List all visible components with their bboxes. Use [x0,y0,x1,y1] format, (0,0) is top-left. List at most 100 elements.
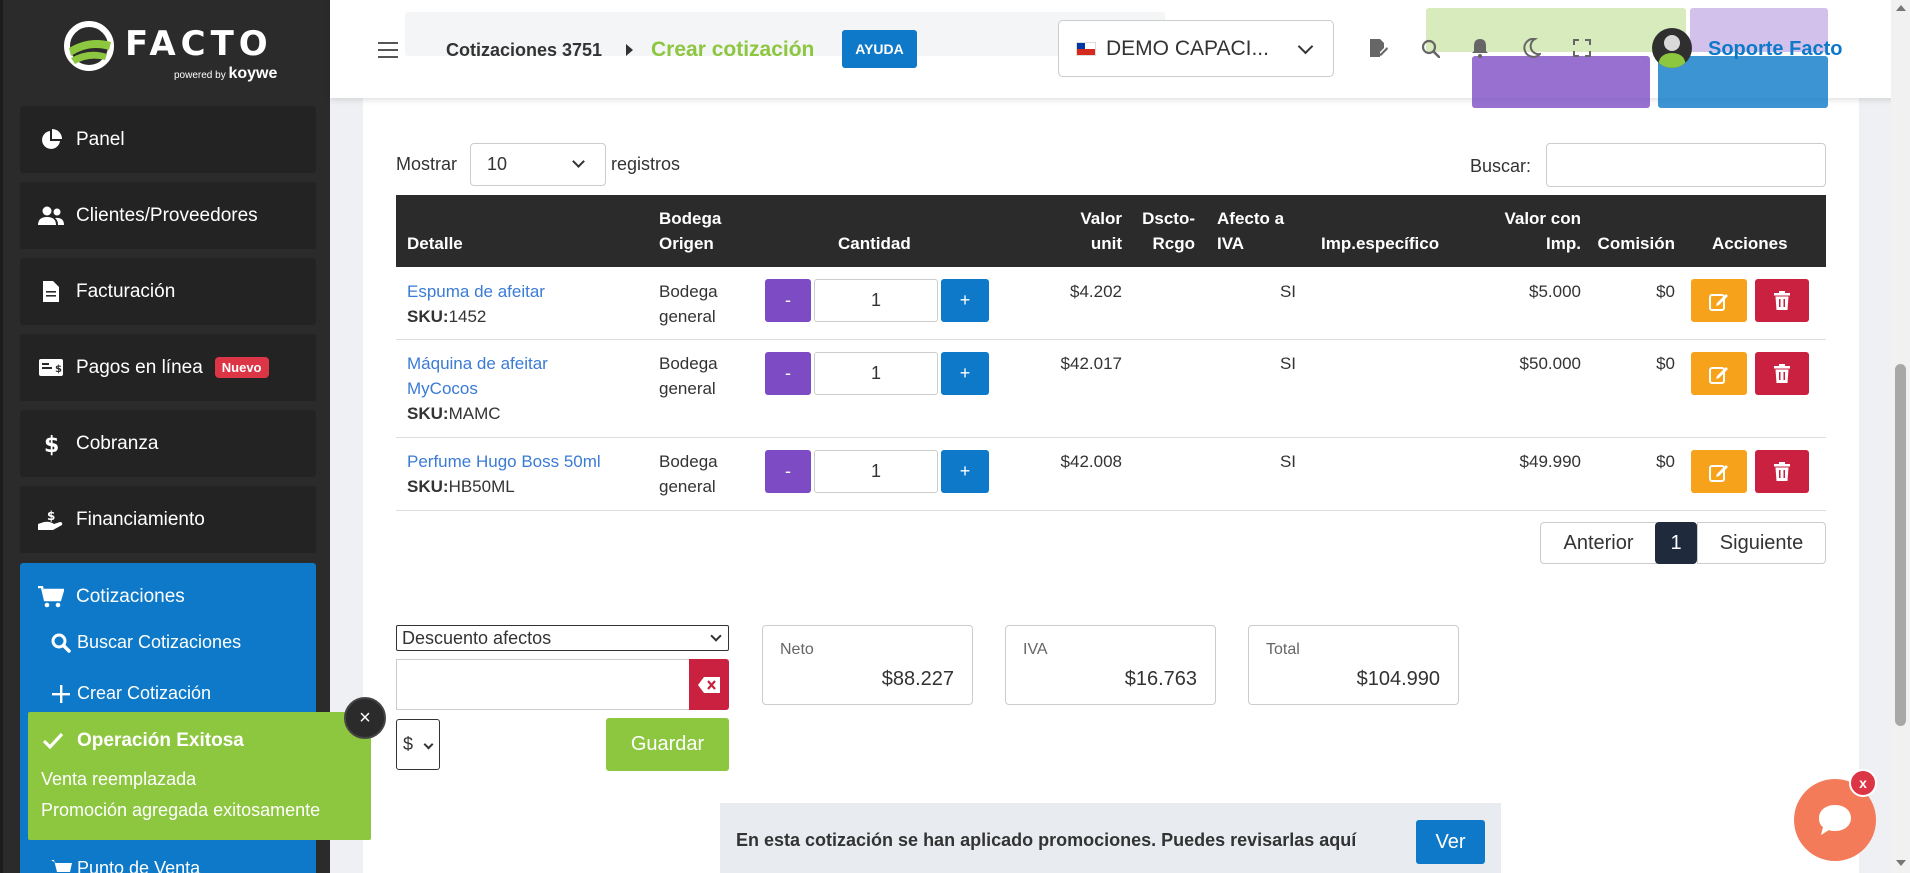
moon-icon[interactable] [1520,36,1544,60]
success-toast: Operación Exitosa Venta reemplazada Prom… [28,712,371,840]
sidebar-item-label: Financiamiento [76,508,205,530]
pagination-prev[interactable]: Anterior [1540,522,1657,564]
sidebar-item-pagos[interactable]: $ Pagos en línea Nuevo [20,334,316,401]
edit-button[interactable] [1691,352,1747,395]
qty-input[interactable]: 1 [814,352,938,395]
breadcrumb-parent[interactable]: Cotizaciones 3751 [446,40,603,60]
save-button[interactable]: Guardar [606,718,729,771]
th-bodega-2: Origen [659,234,714,253]
svg-text:$: $ [44,433,58,456]
qty-plus-button[interactable]: + [941,279,989,322]
total-value: $104.990 [1356,668,1440,690]
valor-unit: $42.017 [1060,354,1122,373]
toast-message-1: Venta reemplazada [41,769,197,789]
promo-notice: En esta cotización se han aplicado promo… [720,803,1501,873]
sidebar-subitem-crear[interactable]: Crear Cotización [51,683,211,704]
search-icon[interactable] [1418,36,1442,60]
product-link[interactable]: Espuma de afeitar [407,282,545,301]
logo-text: FACTO [125,24,273,64]
hamburger-menu-icon[interactable] [378,42,398,58]
bodega-2: general [659,477,716,496]
th-detalle: Detalle [407,234,463,253]
sidebar-subitem-punto-venta[interactable]: Punto de Venta [51,858,200,873]
sidebar-item-clientes[interactable]: Clientes/Proveedores [20,182,316,249]
delete-button[interactable] [1755,279,1809,322]
th-bodega-1: Bodega [659,209,722,228]
product-link[interactable]: Perfume Hugo Boss 50ml [407,452,601,471]
th-afecto-1: Afecto a [1217,209,1285,228]
iva-label: IVA [1023,641,1048,658]
check-icon [42,732,64,750]
edit-button[interactable] [1691,450,1747,493]
qty-plus-button[interactable]: + [941,450,989,493]
edit-document-icon[interactable] [1366,36,1390,60]
scroll-thumb[interactable] [1895,364,1906,726]
sidebar-item-cobranza[interactable]: $ Cobranza [20,410,316,477]
scroll-down-arrow-icon[interactable] [1896,860,1906,866]
discount-amount-input[interactable] [396,659,689,710]
table-search-input[interactable] [1546,143,1826,187]
clear-discount-button[interactable] [689,659,729,710]
currency-select[interactable]: $ [396,719,440,770]
plus-icon [51,684,73,704]
discount-type-select[interactable]: Descuento afectos [396,625,729,651]
bodega-1: Bodega [659,452,718,471]
product-link-line2[interactable]: MyCocos [407,379,478,398]
avatar[interactable] [1652,28,1692,68]
user-name[interactable]: Soporte Facto [1708,38,1843,60]
qty-input[interactable]: 1 [814,450,938,493]
sidebar-item-facturacion[interactable]: Facturación [20,258,316,325]
view-promotions-button[interactable]: Ver [1416,820,1485,864]
sidebar-item-financiamiento[interactable]: $ Financiamiento [20,486,316,553]
sidebar-item-panel[interactable]: Panel [20,106,316,173]
edit-button[interactable] [1691,279,1747,322]
page-size-select[interactable]: 10 [470,143,606,186]
trash-icon [1774,462,1790,481]
help-button[interactable]: AYUDA [842,30,917,68]
chevron-down-icon [710,630,722,642]
money-bill-icon: $ [38,355,64,381]
delete-button[interactable] [1755,450,1809,493]
th-afecto-2: IVA [1217,234,1245,253]
breadcrumb-arrow-icon [626,44,633,56]
hand-holding-dollar-icon: $ [38,507,64,533]
ghost-purple-button-2 [1472,56,1650,108]
pagination-next[interactable]: Siguiente [1697,522,1826,564]
scroll-up-arrow-icon[interactable] [1896,5,1906,11]
facto-logo[interactable]: FACTO powered by koywe [61,18,281,84]
toast-close-button[interactable]: × [344,697,386,739]
th-acciones: Acciones [1712,234,1788,253]
page-scrollbar[interactable] [1891,0,1910,873]
delete-button[interactable] [1755,352,1809,395]
th-valor-1: Valor [1080,209,1122,228]
sidebar-subitem-label: Punto de Venta [77,858,201,873]
product-link[interactable]: Máquina de afeitar [407,354,548,373]
logo-brand: koywe [228,65,278,82]
th-dscto-2: Rcgo [1152,234,1196,253]
search-icon [51,633,73,653]
fullscreen-icon[interactable] [1570,36,1594,60]
bell-icon[interactable] [1468,36,1492,60]
chat-close-button[interactable]: x [1849,769,1877,797]
table-header: Detalle Bodega Origen Cantidad Valor uni… [396,195,1826,267]
afecto-iva: SI [1279,282,1296,301]
iva-value: $16.763 [1124,668,1197,690]
top-header: Cotizaciones 3751 Crear cotización AYUDA… [330,0,1910,108]
qty-minus-button[interactable]: - [765,279,811,322]
sidebar-subitem-label: Buscar Cotizaciones [77,632,242,652]
th-cantidad: Cantidad [838,234,911,253]
afecto-iva: SI [1279,452,1296,471]
neto-value: $88.227 [881,668,954,690]
qty-plus-button[interactable]: + [941,352,989,395]
sidebar-item-cotizaciones[interactable]: Cotizaciones [20,563,316,630]
edit-icon [1709,293,1728,311]
company-select[interactable]: DEMO CAPACI... [1058,20,1334,77]
qty-input[interactable]: 1 [814,279,938,322]
sidebar-subitem-buscar[interactable]: Buscar Cotizaciones [51,632,241,653]
backspace-icon [698,676,720,693]
th-valor-2: unit [1090,234,1122,253]
qty-minus-button[interactable]: - [765,450,811,493]
qty-minus-button[interactable]: - [765,352,811,395]
pagination-page[interactable]: 1 [1655,522,1697,564]
th-valor-imp-2: Imp. [1546,234,1581,253]
